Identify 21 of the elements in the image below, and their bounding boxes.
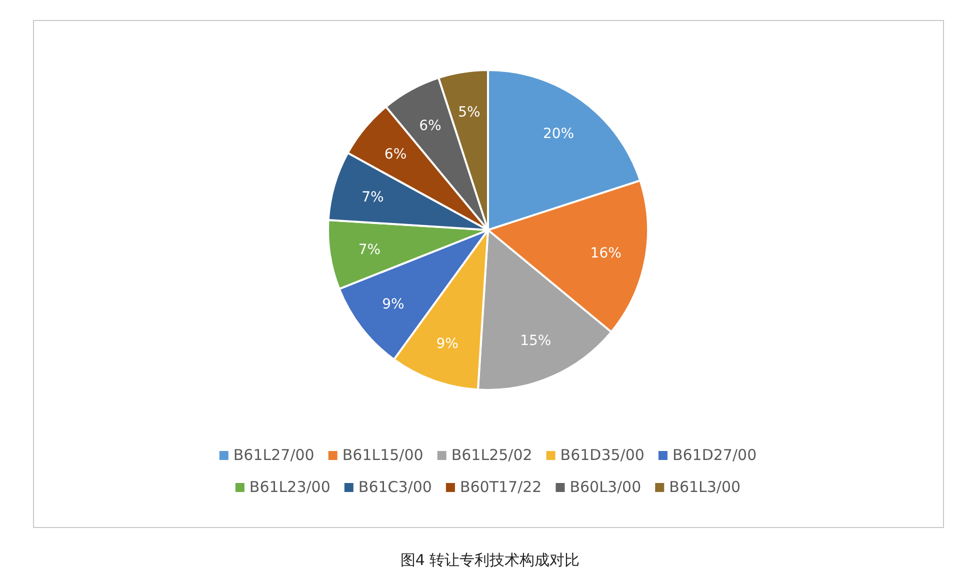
legend-label: B61L15/00 [342,446,424,464]
data-label: 9% [436,336,458,352]
data-label: 16% [590,245,622,262]
data-label: 6% [384,146,407,163]
legend-label: B61L23/00 [249,478,330,496]
legend-label: B61D27/00 [672,446,757,464]
legend-label: B61D35/00 [560,446,644,464]
data-label: 6% [419,118,442,134]
legend-label: B61L25/02 [451,446,532,464]
data-label: 15% [520,333,552,350]
data-label: 5% [458,104,480,120]
data-label: 9% [382,296,404,313]
legend-label: B61L3/00 [669,478,741,496]
legend-label: B60L3/00 [570,478,642,496]
data-label: 7% [362,190,384,206]
text: 图4 转让专利技术构成对比 [400,551,580,569]
data-label: 7% [358,242,381,258]
legend-label: B61C3/00 [358,478,432,496]
legend-label: B61L27/00 [233,446,314,464]
data-label: 20% [542,126,574,142]
legend-label: B60T17/22 [460,478,542,496]
